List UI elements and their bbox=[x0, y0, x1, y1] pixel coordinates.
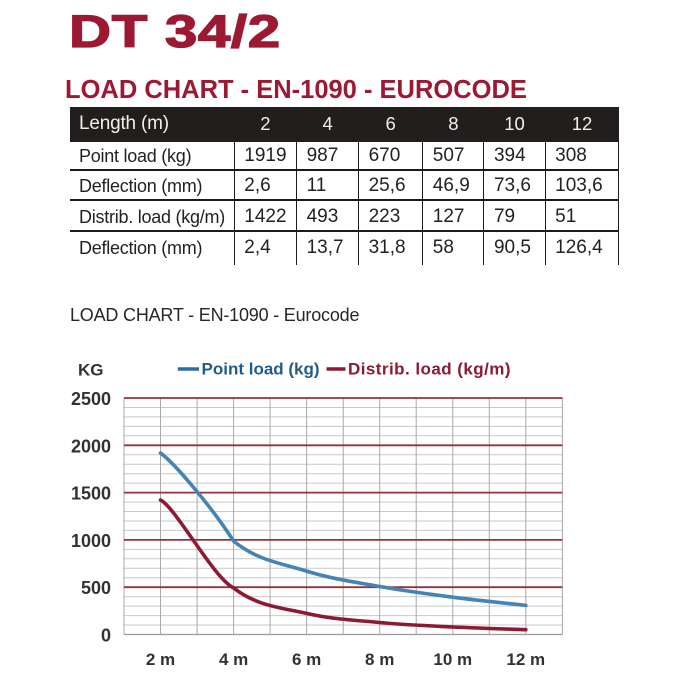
svg-text:KG: KG bbox=[78, 361, 104, 380]
svg-text:500: 500 bbox=[81, 578, 111, 598]
svg-text:1500: 1500 bbox=[71, 484, 111, 504]
svg-text:8 m: 8 m bbox=[365, 650, 394, 669]
svg-text:2 m: 2 m bbox=[146, 650, 175, 669]
svg-text:10 m: 10 m bbox=[433, 650, 472, 669]
svg-text:Point load (kg): Point load (kg) bbox=[202, 360, 320, 379]
svg-text:12 m: 12 m bbox=[506, 650, 545, 669]
svg-text:4 m: 4 m bbox=[219, 650, 248, 669]
svg-text:0: 0 bbox=[101, 626, 111, 646]
svg-text:Distrib. load (kg/m): Distrib. load (kg/m) bbox=[348, 360, 511, 379]
svg-text:2000: 2000 bbox=[71, 436, 111, 456]
svg-text:6 m: 6 m bbox=[292, 650, 321, 669]
svg-text:1000: 1000 bbox=[71, 531, 111, 551]
svg-text:2500: 2500 bbox=[71, 389, 111, 409]
